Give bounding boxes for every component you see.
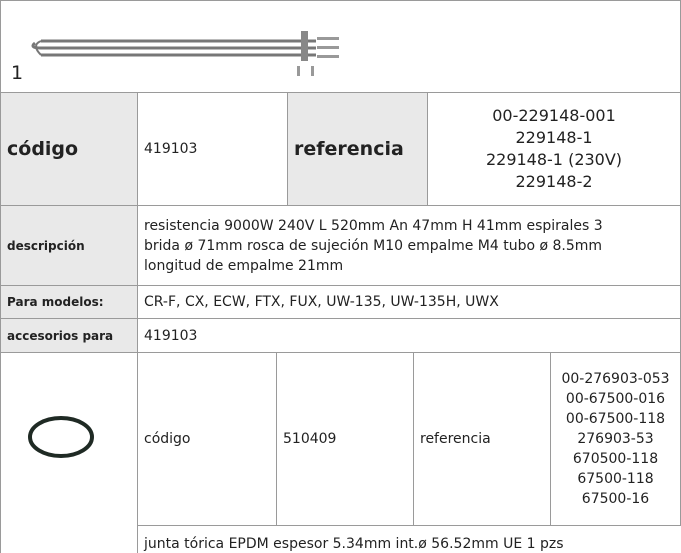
- descripcion: resistencia 9000W 240V L 520mm An 47mm H…: [137, 205, 681, 286]
- referencia: 00-276903-053: [561, 371, 670, 387]
- item-number: 1: [11, 62, 24, 84]
- modelos: CR-F, CX, ECW, FTX, FUX, UW-135, UW-135H…: [137, 285, 681, 319]
- referencia: 00-67500-118: [565, 411, 666, 427]
- descripcion-line: brida ø 71mm rosca de sujeción M10 empal…: [144, 237, 603, 254]
- modelos-label: Para modelos:: [0, 285, 138, 319]
- accesorios: 419103: [137, 318, 681, 353]
- referencia: 229148-1 (230V): [485, 150, 623, 169]
- accessory-codigo: 510409: [276, 352, 414, 526]
- referencias: 00-229148-001 229148-1 229148-1 (230V) 2…: [427, 92, 681, 206]
- codigo: 419103: [137, 92, 288, 206]
- accessory-image-cell: [0, 352, 138, 553]
- o-ring-image: [28, 416, 94, 458]
- descripcion-line: longitud de empalme 21mm: [144, 257, 344, 274]
- referencia: 276903-53: [577, 431, 654, 447]
- codigo-label: código: [0, 92, 138, 206]
- accessory-descripcion: junta tórica EPDM espesor 5.34mm int.ø 5…: [144, 536, 564, 552]
- referencia: 229148-2: [515, 172, 593, 191]
- descripcion-line: resistencia 9000W 240V L 520mm An 47mm H…: [144, 217, 603, 234]
- referencia: 67500-16: [581, 491, 650, 507]
- descripcion-label: descripción: [0, 205, 138, 286]
- image-row: 1: [0, 0, 681, 93]
- referencia: 00-67500-016: [565, 391, 666, 407]
- accessory-referencia-label: referencia: [413, 352, 551, 526]
- referencia: 00-229148-001: [492, 106, 616, 125]
- referencia: 229148-1: [515, 128, 593, 147]
- referencia: 670500-118: [572, 451, 659, 467]
- accesorios-label: accesorios para: [0, 318, 138, 353]
- accessory-referencias: 00-276903-053 00-67500-016 00-67500-118 …: [550, 352, 681, 526]
- accessory-codigo-label: código: [137, 352, 277, 526]
- referencia-label: referencia: [287, 92, 428, 206]
- heating-element-image: [31, 31, 339, 76]
- referencia: 67500-118: [577, 471, 654, 487]
